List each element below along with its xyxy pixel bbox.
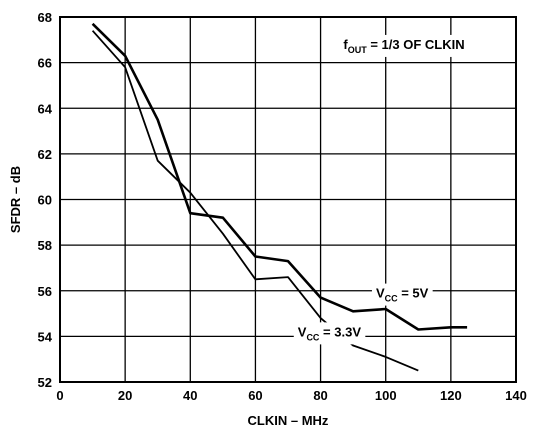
annotation-rest: = 1/3 OF CLKIN <box>367 37 465 52</box>
series-label-5v-text: VCC = 5V <box>376 286 429 304</box>
y-tick-label-60: 60 <box>38 193 52 208</box>
x-tick-label-60: 60 <box>248 388 262 403</box>
series-label-5v-base: V <box>376 286 385 301</box>
series-label-3v3-base: V <box>298 324 307 339</box>
x-tick-label-120: 120 <box>440 388 462 403</box>
y-tick-label-62: 62 <box>38 147 52 162</box>
x-axis-label: CLKIN – MHz <box>248 413 329 428</box>
series-label-3v3-background <box>293 322 366 345</box>
grid-layer <box>60 17 516 382</box>
plot-frame <box>59 16 517 383</box>
x-tick-label-140: 140 <box>505 388 527 403</box>
tick-labels: 0 20 40 60 80 100 120 140 52 54 56 58 60 62 64 66 68 <box>38 10 527 403</box>
annotation-base: f <box>343 37 348 52</box>
series-layer <box>91 22 468 372</box>
y-tick-label-52: 52 <box>38 375 52 390</box>
x-tick-label-0: 0 <box>56 388 63 403</box>
series-line-3v3 <box>91 30 419 372</box>
series-label-5v-sub: CC <box>385 294 398 304</box>
series-label-5v-rest: = 5V <box>398 286 429 301</box>
y-axis-label: SFDR – dB <box>8 166 23 233</box>
y-tick-label-66: 66 <box>38 56 52 71</box>
series-label-5v-background <box>371 283 433 306</box>
y-tick-label-68: 68 <box>38 10 52 25</box>
series-label-3v3-text: VCC = 3.3V <box>298 324 362 342</box>
series-line-5v <box>91 22 468 331</box>
annotation-background <box>339 34 469 57</box>
y-tick-label-64: 64 <box>38 101 53 116</box>
annotation-box: fOUT = 1/3 OF CLKIN <box>339 34 469 57</box>
annotation-text: fOUT = 1/3 OF CLKIN <box>343 37 464 55</box>
y-tick-label-56: 56 <box>38 284 52 299</box>
x-tick-label-80: 80 <box>313 388 327 403</box>
x-tick-label-40: 40 <box>183 388 197 403</box>
x-tick-label-20: 20 <box>118 388 132 403</box>
annotation-sub: OUT <box>348 45 368 55</box>
y-tick-label-54: 54 <box>38 329 53 344</box>
series-label-3v3-sub: CC <box>306 332 319 342</box>
series-label-3v3: VCC = 3.3V <box>293 322 366 345</box>
series-label-5v: VCC = 5V <box>371 283 433 306</box>
y-tick-label-58: 58 <box>38 238 52 253</box>
x-tick-label-100: 100 <box>375 388 397 403</box>
series-label-3v3-rest: = 3.3V <box>319 324 361 339</box>
